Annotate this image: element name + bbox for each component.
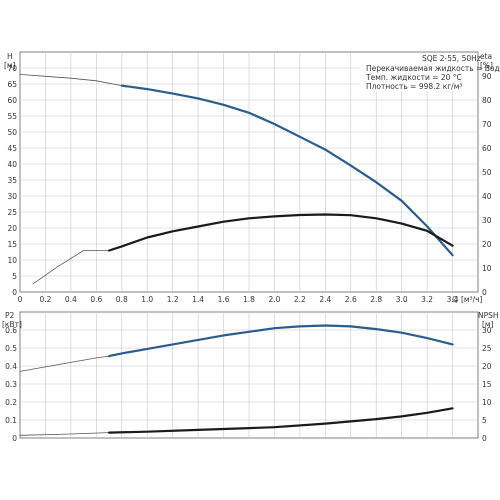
left-tick-label: 55 <box>7 112 17 121</box>
npsh-axis-label: NPSH <box>478 311 499 320</box>
left-tick-label: 30 <box>7 192 17 201</box>
x-tick-label: 1.4 <box>192 295 204 304</box>
x-tick-label: 1.0 <box>141 295 153 304</box>
left-tick-label: 0.1 <box>5 416 17 425</box>
right-tick-label: 70 <box>482 120 492 129</box>
bottom-tick-labels: 0 0.1 0.2 0.3 0.4 0.5 0.6 0 5 10 15 20 25 30 <box>5 326 492 443</box>
bottom-gridlines <box>20 312 478 438</box>
right-tick-label: 90 <box>482 72 492 81</box>
left-tick-label: 50 <box>7 128 17 137</box>
left-tick-label: 0.3 <box>5 380 17 389</box>
x-tick-label: 3.4 <box>447 295 459 304</box>
power-axis-label: P2 <box>5 311 15 320</box>
head-axis-unit: [м] <box>4 61 16 70</box>
left-tick-label: 10 <box>7 256 17 265</box>
bottom-curve-1-operating <box>107 407 454 434</box>
left-tick-label: 0.2 <box>5 398 17 407</box>
right-tick-label: 0 <box>482 288 487 297</box>
left-tick-label: 40 <box>7 160 17 169</box>
info-density: Плотность = 998.2 кг/м³ <box>366 82 462 91</box>
right-tick-label: 15 <box>482 380 492 389</box>
left-tick-label: 5 <box>12 272 17 281</box>
info-temperature: Темп. жидкости = 20 °C <box>365 73 462 82</box>
x-tick-label: 0.4 <box>65 295 77 304</box>
x-tick-label: 0.2 <box>39 295 51 304</box>
pump-model-title: SQE 2-55, 50Hz <box>422 54 481 63</box>
info-liquid: Перекачиваемая жидкость = Вода <box>366 64 500 73</box>
right-tick-label: 10 <box>482 398 492 407</box>
top-gridlines <box>20 52 478 292</box>
right-tick-label: 20 <box>482 240 492 249</box>
x-tick-label: 2.8 <box>370 295 382 304</box>
left-tick-label: 45 <box>7 144 17 153</box>
right-tick-label: 50 <box>482 168 492 177</box>
left-tick-label: 35 <box>7 176 17 185</box>
x-tick-label: 1.6 <box>218 295 230 304</box>
power-axis-unit: [кВт] <box>2 320 22 329</box>
eta-axis-unit: [%] <box>480 61 493 70</box>
eta-axis-label: eta <box>480 52 492 61</box>
x-tick-label: 3.2 <box>421 295 433 304</box>
x-tick-label: 0.6 <box>90 295 102 304</box>
left-tick-label: 20 <box>7 224 17 233</box>
left-tick-label: 0.4 <box>5 362 17 371</box>
right-tick-label: 5 <box>482 416 487 425</box>
x-tick-label: 0.8 <box>116 295 128 304</box>
top-curve-1-operating <box>107 213 454 252</box>
left-tick-label: 0 <box>12 434 17 443</box>
x-tick-label: 1.8 <box>243 295 255 304</box>
top-curve-1-full <box>32 214 453 285</box>
right-tick-label: 0 <box>482 434 487 443</box>
right-tick-label: 60 <box>482 144 492 153</box>
top-tick-labels: 0 0.2 0.4 0.6 0.8 1.0 1.2 1.4 1.6 1.8 2.0 2.2 2.4 2.6… <box>7 64 491 304</box>
right-tick-label: 30 <box>482 216 492 225</box>
left-tick-label: 60 <box>7 96 17 105</box>
bottom-curve-1-full <box>19 407 453 436</box>
flow-axis-unit: [м³/ч] <box>461 295 483 304</box>
x-tick-label: 2.2 <box>294 295 306 304</box>
npsh-axis-unit: [м] <box>482 320 494 329</box>
left-tick-label: 15 <box>7 240 17 249</box>
x-tick-label: 2.4 <box>319 295 331 304</box>
left-tick-label: 25 <box>7 208 17 217</box>
x-tick-label: 3.0 <box>396 295 408 304</box>
right-tick-label: 25 <box>482 344 492 353</box>
left-tick-label: 0.6 <box>5 326 17 335</box>
flow-axis-label: Q <box>452 295 458 304</box>
x-tick-label: 0 <box>18 295 23 304</box>
bottom-curve-0-operating <box>107 324 454 358</box>
info-box <box>360 53 477 91</box>
right-tick-label: 20 <box>482 362 492 371</box>
x-tick-label: 2.0 <box>268 295 280 304</box>
power-npsh-panel: P2 [кВт] NPSH [м] 0 0.1 0.2 0.3 0.4 0.5 0.6 0 5 1… <box>2 311 499 443</box>
x-tick-label: 1.2 <box>167 295 179 304</box>
right-tick-label: 80 <box>482 96 492 105</box>
top-curves <box>19 74 454 285</box>
x-tick-label: 2.6 <box>345 295 357 304</box>
head-efficiency-panel: H [м] eta [%] SQE 2-55, 50Hz Перекачивае… <box>4 51 500 304</box>
left-tick-label: 65 <box>7 80 17 89</box>
head-axis-label: H <box>7 52 13 61</box>
left-tick-label: 0 <box>12 288 17 297</box>
bottom-curve-0-full <box>19 325 453 372</box>
top-curve-0-operating <box>120 84 454 257</box>
right-tick-label: 40 <box>482 192 492 201</box>
left-tick-label: 0.5 <box>5 344 17 353</box>
left-tick-label: 70 <box>7 64 17 73</box>
right-tick-label: 30 <box>482 326 492 335</box>
right-tick-label: 10 <box>482 264 492 273</box>
bottom-curves <box>19 324 454 436</box>
